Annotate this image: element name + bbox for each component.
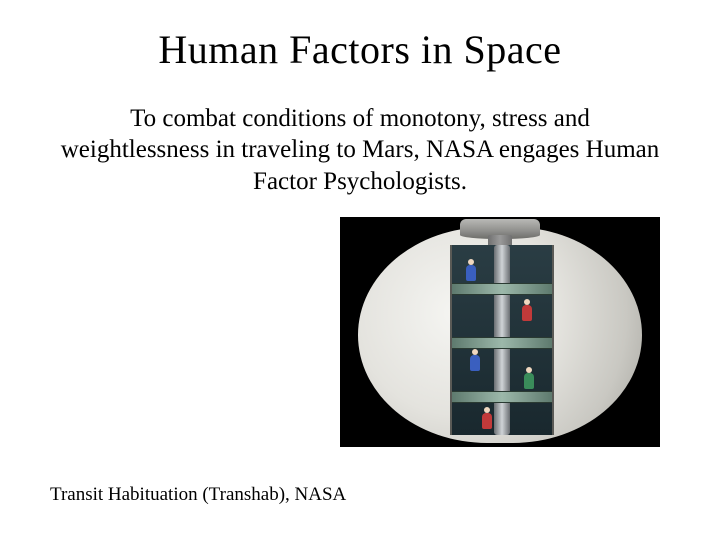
crew-figure: [524, 373, 534, 389]
deck-middle: [452, 337, 552, 349]
crew-figure: [466, 265, 476, 281]
slide: Human Factors in Space To combat conditi…: [0, 0, 720, 540]
figure-caption: Transit Habituation (Transhab), NASA: [50, 484, 346, 506]
habitat-cutaway-figure: [340, 217, 660, 447]
deck-lower: [452, 391, 552, 403]
slide-title: Human Factors in Space: [50, 26, 670, 73]
deck-upper: [452, 283, 552, 295]
module-cutaway-interior: [450, 245, 554, 435]
crew-figure: [470, 355, 480, 371]
slide-body-text: To combat conditions of monotony, stress…: [60, 103, 660, 197]
figure-container: [50, 217, 670, 447]
crew-figure: [522, 305, 532, 321]
crew-figure: [482, 413, 492, 429]
